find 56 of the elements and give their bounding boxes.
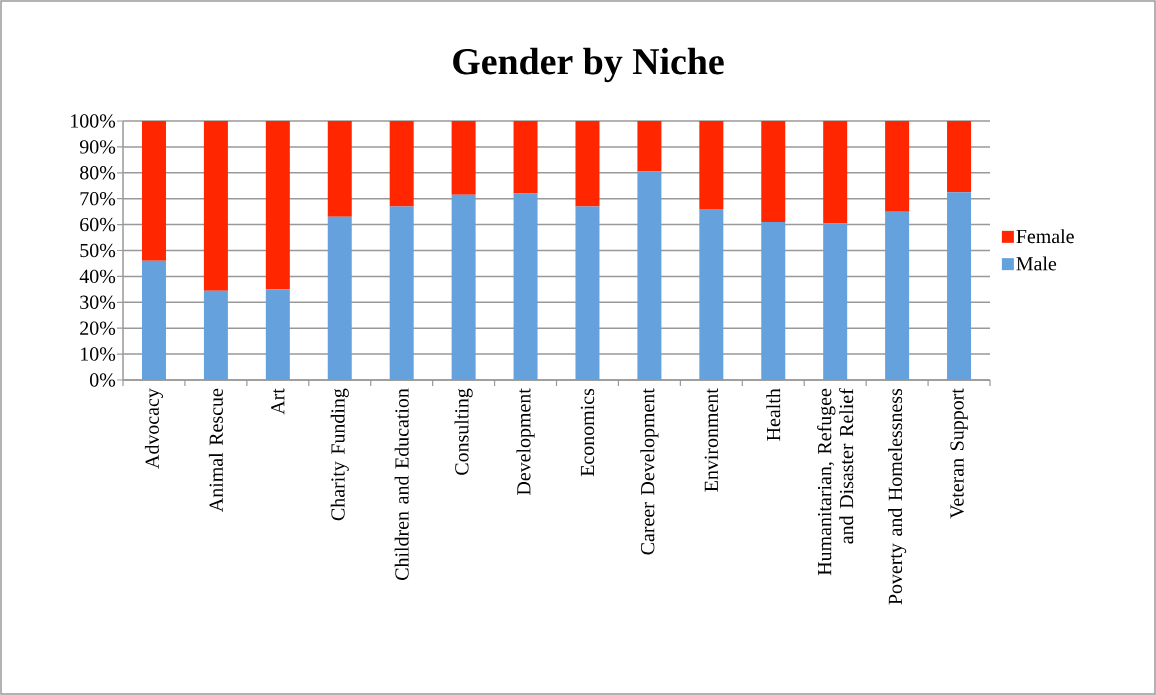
y-tick-label: 40% <box>79 269 116 284</box>
bar <box>203 290 228 380</box>
y-tick-label: 90% <box>79 140 116 154</box>
legend-label: Female <box>1016 229 1074 244</box>
y-tick-label: 70% <box>80 191 116 206</box>
bar <box>575 120 600 207</box>
bar <box>699 209 724 380</box>
bar <box>389 120 414 207</box>
bar <box>637 120 662 172</box>
bar <box>451 120 476 195</box>
x-tick-label: Advocacy <box>144 388 164 469</box>
x-tick-label: Economics <box>580 388 595 477</box>
y-tick-label: 20% <box>80 321 116 335</box>
bar <box>575 206 600 380</box>
x-tick-label: Career Development <box>640 388 659 555</box>
y-tick-label: 0% <box>90 373 116 387</box>
bar <box>637 171 662 380</box>
bar <box>327 216 352 380</box>
bar <box>885 211 910 380</box>
bar <box>327 120 352 217</box>
bar <box>513 193 538 380</box>
bar <box>451 194 476 380</box>
bar <box>141 260 166 380</box>
bar <box>823 120 848 224</box>
bar <box>947 192 972 380</box>
bar <box>203 120 228 291</box>
bar <box>761 221 786 380</box>
bar <box>141 120 166 261</box>
bar <box>389 206 414 380</box>
bar <box>265 120 290 290</box>
bar <box>947 120 972 193</box>
x-tick-label: Health <box>766 388 781 441</box>
x-tick-label: Development <box>516 388 535 495</box>
x-tick-label: Consulting <box>454 388 473 475</box>
bar <box>823 223 848 380</box>
legend-label: Male <box>1016 256 1057 271</box>
y-tick-label: 30% <box>80 295 116 310</box>
x-tick-label: Veteran Support <box>950 388 968 519</box>
x-tick-label: Art <box>271 388 285 415</box>
y-tick-label: 10% <box>81 347 116 361</box>
x-tick-label: Charity Funding <box>330 388 349 521</box>
bar <box>265 289 290 380</box>
bar <box>513 120 538 194</box>
x-tick-label: Children and Education <box>394 388 409 580</box>
bar <box>885 120 910 212</box>
chart-title: Gender by Niche <box>453 47 724 83</box>
x-tick-label: Animal Rescue <box>208 388 223 512</box>
bar <box>699 120 724 210</box>
x-tick-label: Humanitarian, Refugee and Disaster Relief <box>817 388 854 576</box>
y-tick-label: 60% <box>80 217 116 232</box>
bar <box>761 120 786 222</box>
x-tick-label: Environment <box>704 388 719 492</box>
x-tick-label: Poverty and Homelessness <box>888 388 907 605</box>
y-tick-label: 50% <box>80 243 116 258</box>
y-tick-label: 100% <box>71 114 116 128</box>
y-tick-label: 80% <box>80 166 116 180</box>
